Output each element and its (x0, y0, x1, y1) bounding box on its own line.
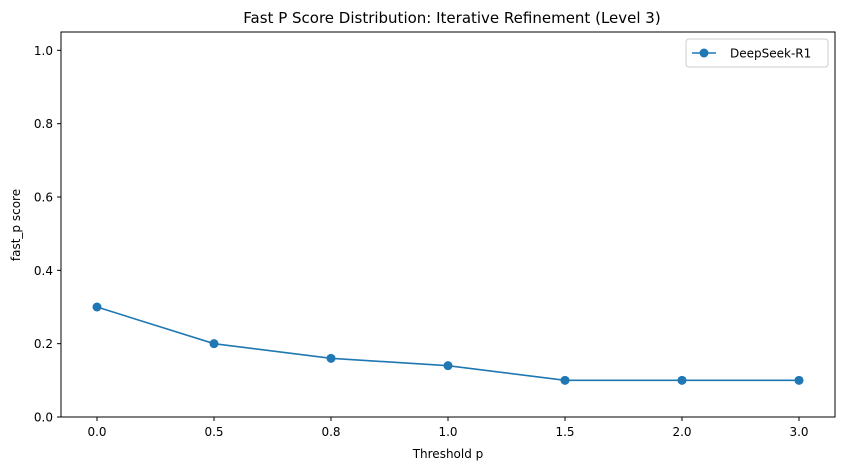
series-layer (92, 302, 804, 385)
y-tick-label: 0.6 (34, 191, 53, 205)
x-tick-label: 3.0 (789, 425, 808, 439)
x-tick-label: 0.5 (204, 425, 223, 439)
x-axis-label: Threshold p (412, 447, 484, 461)
y-tick-label: 0.8 (34, 117, 53, 131)
x-tick-label: 1.5 (555, 425, 574, 439)
chart-title: Fast P Score Distribution: Iterative Ref… (243, 9, 660, 27)
x-tick-label: 2.0 (672, 425, 691, 439)
data-point (677, 375, 687, 385)
y-tick-label: 0.4 (34, 264, 53, 278)
data-point (92, 302, 102, 312)
x-tick-label: 0.0 (87, 425, 106, 439)
data-point (209, 339, 219, 349)
y-tick-label: 0.0 (34, 411, 53, 425)
y-tick-label: 0.2 (34, 337, 53, 351)
legend: DeepSeek-R1 (685, 38, 829, 68)
data-point (443, 361, 453, 371)
plot-frame (60, 31, 836, 418)
x-tick-label: 1.0 (438, 425, 457, 439)
data-point (794, 375, 804, 385)
x-tick-label: 0.8 (321, 425, 340, 439)
legend-marker (699, 48, 709, 58)
y-tick-label: 1.0 (34, 44, 53, 58)
data-point (560, 375, 570, 385)
data-point (326, 353, 336, 363)
y-axis: 0.0 0.2 0.4 0.6 0.8 1.0 (34, 44, 61, 425)
x-axis: 0.0 0.5 0.8 1.0 1.5 2.0 3.0 (87, 417, 809, 439)
y-axis-label: fast_p score (9, 189, 23, 261)
legend-label-deepseek-r1: DeepSeek-R1 (730, 47, 811, 61)
legend-frame (685, 38, 829, 68)
